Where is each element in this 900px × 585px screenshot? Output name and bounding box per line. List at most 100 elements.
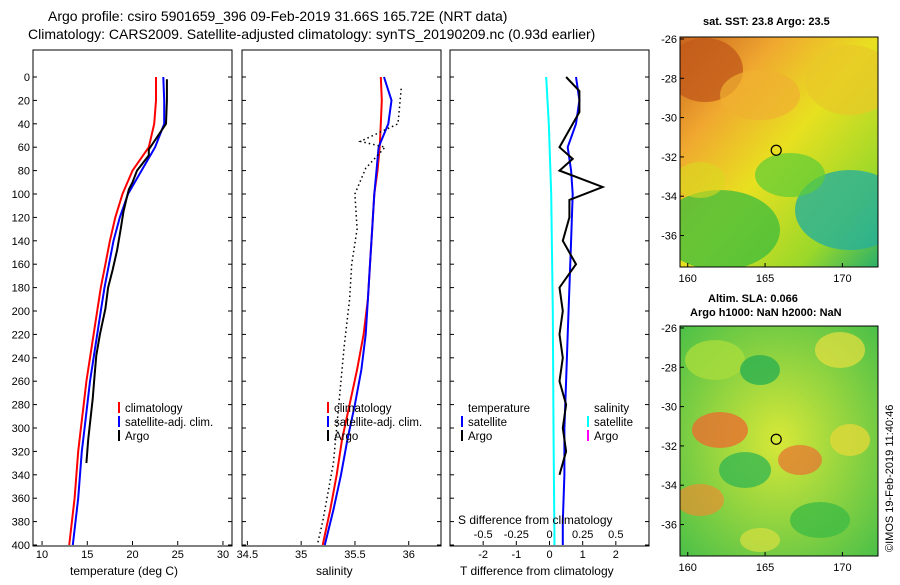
latitude-tick-label: -32 (661, 441, 677, 453)
series-line-argo (85, 79, 168, 464)
longitude-tick-label: 165 (756, 273, 774, 285)
figure-title-line2: Climatology: CARS2009. Satellite-adjuste… (28, 26, 595, 42)
argo-location-marker (770, 144, 782, 156)
legend-satellite: satellite-adj. clim. (125, 417, 213, 429)
temperature-legend: climatology satellite-adj. clim. Argo (118, 402, 213, 443)
x-tick-label: 34.5 (237, 549, 258, 561)
longitude-tick-label: 160 (679, 273, 697, 285)
figure-title-line1: Argo profile: csiro 5901659_396 09-Feb-2… (48, 8, 507, 24)
depth-tick-label: 160 (12, 259, 30, 271)
depth-tick-label: 320 (12, 446, 30, 458)
longitude-tick-label: 160 (679, 562, 697, 574)
legend-temperature-heading: temperature (468, 403, 530, 415)
s-tick-label: 0.5 (608, 529, 623, 541)
depth-tick-label: 20 (18, 95, 30, 107)
legend-s-satellite: satellite (594, 417, 633, 429)
t-difference-xlabel: T difference from climatology (460, 564, 614, 578)
s-difference-label: S difference from climatology (458, 513, 613, 527)
s-tick-label: -0.5 (474, 529, 493, 541)
x-tick-label: 2 (613, 549, 619, 561)
depth-tick-label: 360 (12, 493, 30, 505)
legend-s-argo: Argo (594, 431, 618, 443)
x-tick-label: 36 (403, 549, 415, 561)
legend-argo: Argo (125, 431, 149, 443)
s-tick-label: -0.25 (504, 529, 529, 541)
depth-tick-label: 120 (12, 212, 30, 224)
salinity-legend: climatology satellite-adj. clim. Argo (327, 402, 422, 443)
legend-salinity-heading: salinity (594, 403, 629, 415)
latitude-tick-label: -30 (661, 402, 677, 414)
sst-map-panel: sat. SST: 23.8 Argo: 23.5 160 165 170 -26 -2… (661, 16, 879, 285)
sst-map-title: sat. SST: 23.8 Argo: 23.5 (703, 16, 830, 28)
temperature-x-axis: 10 15 20 25 30 (36, 541, 229, 561)
x-tick-label: -1 (511, 549, 521, 561)
s-tick-label: 0.25 (572, 529, 593, 541)
s-difference-axis: -0.5 -0.25 0 0.25 0.5 (474, 529, 624, 541)
salinity-axes-frame (241, 49, 442, 547)
series-line-argo (557, 76, 606, 476)
series-line-s-satellite (545, 76, 556, 546)
depth-tick-label: 220 (12, 329, 30, 341)
legend-t-argo: Argo (468, 431, 492, 443)
latitude-tick-label: -28 (661, 362, 677, 374)
series-line-argo (316, 88, 402, 546)
legend-t-satellite: satellite (468, 417, 507, 429)
depth-tick-label: 240 (12, 353, 30, 365)
depth-tick-label: 180 (12, 283, 30, 295)
difference-panel: -2 -1 0 1 2 -0.5 -0.25 0 0.25 0.5 T difference f… (449, 49, 650, 578)
temperature-xlabel: temperature (deg C) (70, 564, 178, 578)
latitude-tick-label: -34 (661, 480, 677, 492)
argo-location-marker (770, 433, 782, 445)
difference-legend-salinity: salinity satellite Argo (587, 403, 633, 443)
depth-tick-label: 100 (12, 189, 30, 201)
temperature-axes-frame (32, 49, 233, 547)
sst-map-field (680, 37, 878, 267)
series-line-satellite (561, 76, 581, 545)
sla-map-frame (679, 325, 879, 557)
latitude-tick-label: -36 (661, 520, 677, 532)
legend-satellite: satellite-adj. clim. (334, 417, 422, 429)
sla-map-title: Altim. SLA: 0.066 (708, 293, 798, 305)
depth-tick-label: 380 (12, 517, 30, 529)
depth-tick-label: 340 (12, 470, 30, 482)
depth-tick-label: 260 (12, 376, 30, 388)
x-tick-label: 15 (81, 549, 93, 561)
latitude-tick-label: -28 (661, 73, 677, 85)
depth-tick-label: 60 (18, 142, 30, 154)
depth-axis: 0 20 40 60 80 100 120 140 160 180 200 220 240 260 280 3… (12, 72, 232, 552)
x-tick-label: -2 (478, 549, 488, 561)
depth-tick-label: 300 (12, 423, 30, 435)
series-line-satellite-adj-clim- (71, 76, 166, 546)
x-tick-label: 25 (172, 549, 184, 561)
depth-tick-label: 0 (24, 72, 30, 84)
depth-tick-label: 80 (18, 166, 30, 178)
salinity-x-axis: 34.5 35 35.5 36 (237, 541, 415, 561)
salinity-panel: 34.5 35 35.5 36 salinity climatology satell… (237, 49, 442, 578)
difference-axes-frame (449, 49, 650, 547)
sla-map-subtitle: Argo h1000: NaN h2000: NaN (690, 307, 842, 319)
x-tick-label: 35 (295, 549, 307, 561)
latitude-tick-label: -26 (661, 34, 677, 46)
credit-text: ©IMOS 19-Feb-2019 11:40:46 (884, 405, 896, 552)
sla-map-field (680, 326, 878, 556)
depth-tick-label: 200 (12, 306, 30, 318)
depth-tick-label: 40 (18, 119, 30, 131)
legend-argo: Argo (334, 431, 358, 443)
series-line-satellite-adj-clim- (323, 76, 393, 546)
longitude-tick-label: 170 (833, 273, 851, 285)
depth-tick-label: 140 (12, 236, 30, 248)
x-tick-label: 30 (217, 549, 229, 561)
temperature-panel: 0 20 40 60 80 100 120 140 160 180 200 220 240 260 280 3… (12, 49, 233, 578)
latitude-tick-label: -32 (661, 152, 677, 164)
legend-climatology: climatology (334, 403, 392, 415)
salinity-xlabel: salinity (316, 564, 353, 578)
x-tick-label: 1 (580, 549, 586, 561)
depth-tick-label: 400 (12, 540, 30, 552)
x-tick-label: 20 (126, 549, 138, 561)
sst-map-frame (679, 36, 879, 268)
longitude-tick-label: 165 (756, 562, 774, 574)
x-tick-label: 0 (546, 549, 552, 561)
t-difference-x-axis: -2 -1 0 1 2 (478, 541, 619, 561)
legend-climatology: climatology (125, 403, 183, 415)
